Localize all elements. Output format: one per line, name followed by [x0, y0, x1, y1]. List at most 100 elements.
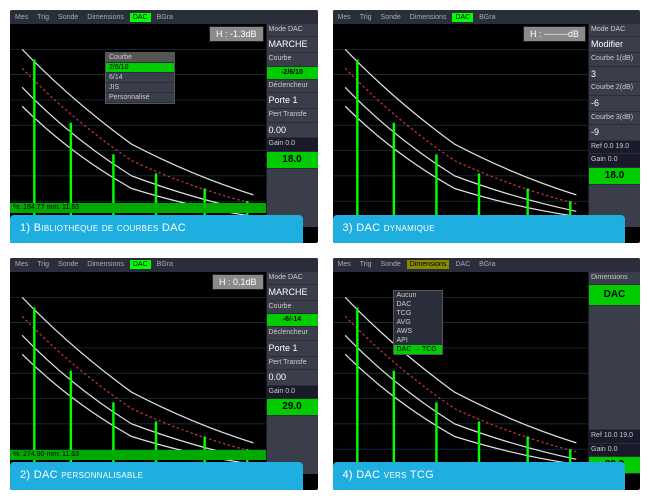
courbe-value[interactable]: -2/6/10: [267, 67, 318, 80]
pert-label: Pert Transfe: [267, 357, 318, 370]
caption-2: 2) DAC personnalisable: [10, 462, 303, 490]
dropdown-item-2[interactable]: TCG: [394, 309, 442, 318]
h-readout-2: H : 0.1dB: [212, 274, 264, 290]
menu-dac[interactable]: DAC: [452, 13, 473, 22]
caption-1: 1) Bibliothèque de courbes DAC: [10, 215, 303, 243]
c2-label: Courbe 2(dB): [589, 82, 640, 95]
menu-bgra[interactable]: BGra: [476, 13, 498, 22]
menu-bgra[interactable]: BGra: [154, 13, 176, 22]
graph-area-1: H : -1.3dB Courbe 2/6/10 6/14 JIS Person…: [10, 24, 266, 227]
mode-value[interactable]: Modifier: [589, 37, 640, 53]
dim-value[interactable]: DAC: [589, 285, 640, 306]
menubar[interactable]: Mes Trig Sonde Dimensions DAC BGra: [10, 258, 318, 272]
dropdown-item-0[interactable]: Aucun: [394, 291, 442, 300]
lib-header: Courbe: [106, 53, 174, 63]
dim-label: Dimensions: [589, 272, 640, 285]
dac-curves-chart: [333, 24, 589, 227]
porte-value[interactable]: Porte 1: [267, 93, 318, 109]
menu-trig[interactable]: Trig: [357, 13, 375, 22]
menubar[interactable]: Mes Trig Sonde Dimensions DAC BGra: [10, 10, 318, 24]
menu-mes[interactable]: Mes: [335, 13, 354, 22]
footer-bar-2: %: 274.90 mm: 11.63: [10, 450, 266, 460]
menu-dimensions[interactable]: Dimensions: [407, 260, 450, 269]
mode-label: Mode DAC: [267, 24, 318, 37]
menu-dimensions[interactable]: Dimensions: [84, 260, 127, 269]
dimensions-dropdown[interactable]: AucunDACTCGAVGAWSAPIDAC → TCG: [393, 290, 443, 355]
declencheur-label: Déclencheur: [267, 327, 318, 340]
declencheur-label: Déclencheur: [267, 80, 318, 93]
menu-sonde[interactable]: Sonde: [378, 13, 404, 22]
gain-value[interactable]: 18.0: [267, 152, 318, 169]
menu-dimensions[interactable]: Dimensions: [407, 13, 450, 22]
panel-4: Mes Trig Sonde Dimensions DAC BGra Aucun…: [333, 258, 641, 491]
h-readout-1: H : -1.3dB: [209, 26, 264, 42]
c1-label: Courbe 1(dB): [589, 53, 640, 66]
menu-dimensions[interactable]: Dimensions: [84, 13, 127, 22]
dropdown-item-6[interactable]: DAC → TCG: [394, 345, 442, 354]
menu-trig[interactable]: Trig: [34, 13, 52, 22]
graph-area-2: H : 0.1dB: [10, 272, 266, 475]
gain-label: Gain 0.0: [267, 386, 318, 399]
dropdown-item-3[interactable]: AVG: [394, 318, 442, 327]
dropdown-item-4[interactable]: AWS: [394, 327, 442, 336]
panel-3: Mes Trig Sonde Dimensions DAC BGra H : -…: [333, 10, 641, 243]
ref-label: Ref 0.0 19.0: [589, 141, 640, 154]
c3-label: Courbe 3(dB): [589, 112, 640, 125]
lib-item-0[interactable]: 2/6/10: [106, 63, 174, 73]
menu-mes[interactable]: Mes: [335, 260, 354, 269]
mode-value[interactable]: MARCHE: [267, 37, 318, 53]
dac-curves-chart: [10, 272, 266, 475]
c2-value[interactable]: -6: [589, 96, 640, 112]
graph-area-4: AucunDACTCGAVGAWSAPIDAC → TCG: [333, 272, 589, 475]
menu-dac[interactable]: DAC: [130, 13, 151, 22]
h-readout-3: H : --------dB: [523, 26, 586, 42]
menu-trig[interactable]: Trig: [34, 260, 52, 269]
c3-value[interactable]: -9: [589, 125, 640, 141]
courbe-value[interactable]: -6/-14: [267, 314, 318, 327]
pert-label: Pert Transfe: [267, 109, 318, 122]
side-panel-2: Mode DAC MARCHE Courbe -6/-14 Déclencheu…: [266, 272, 318, 475]
menu-sonde[interactable]: Sonde: [55, 13, 81, 22]
gain-value[interactable]: 29.0: [267, 399, 318, 416]
footer-bar-1: %: 184.77 mm: 11.63: [10, 203, 266, 213]
gain-label: Gain 0.0: [589, 154, 640, 167]
c1-value[interactable]: 3: [589, 67, 640, 83]
ref-label: Ref 10.0 19.0: [589, 430, 640, 443]
mode-label: Mode DAC: [267, 272, 318, 285]
courbe-label: Courbe: [267, 53, 318, 66]
dac-curves-chart: [333, 272, 589, 475]
menu-bgra[interactable]: BGra: [154, 260, 176, 269]
menubar[interactable]: Mes Trig Sonde Dimensions DAC BGra: [333, 258, 641, 272]
mode-value[interactable]: MARCHE: [267, 285, 318, 301]
menu-sonde[interactable]: Sonde: [55, 260, 81, 269]
dropdown-item-1[interactable]: DAC: [394, 300, 442, 309]
pert-value[interactable]: 0.00: [267, 123, 318, 139]
panel-1: Mes Trig Sonde Dimensions DAC BGra H : -…: [10, 10, 318, 243]
menu-sonde[interactable]: Sonde: [378, 260, 404, 269]
menu-trig[interactable]: Trig: [357, 260, 375, 269]
menu-bgra[interactable]: BGra: [476, 260, 498, 269]
graph-area-3: H : --------dB: [333, 24, 589, 227]
menu-dac[interactable]: DAC: [130, 260, 151, 269]
menu-mes[interactable]: Mes: [12, 260, 31, 269]
gain-value[interactable]: 18.0: [589, 168, 640, 185]
menubar[interactable]: Mes Trig Sonde Dimensions DAC BGra: [333, 10, 641, 24]
side-panel-1: Mode DAC MARCHE Courbe -2/6/10 Déclenche…: [266, 24, 318, 227]
pert-value[interactable]: 0.00: [267, 370, 318, 386]
curve-library-popup[interactable]: Courbe 2/6/10 6/14 JIS Personnalisé: [105, 52, 175, 104]
dropdown-item-5[interactable]: API: [394, 336, 442, 345]
gain-label: Gain 0.0: [267, 138, 318, 151]
screenshot-grid: Mes Trig Sonde Dimensions DAC BGra H : -…: [10, 10, 640, 490]
mode-label: Mode DAC: [589, 24, 640, 37]
gain-label: Gain 0.0: [589, 444, 640, 457]
lib-item-1[interactable]: 6/14: [106, 73, 174, 83]
lib-item-2[interactable]: JIS: [106, 83, 174, 93]
menu-mes[interactable]: Mes: [12, 13, 31, 22]
side-panel-4: Dimensions DAC Ref 10.0 19.0 Gain 0.0 29…: [588, 272, 640, 475]
panel-2: Mes Trig Sonde Dimensions DAC BGra H : 0…: [10, 258, 318, 491]
side-spacer: [589, 306, 640, 430]
lib-item-3[interactable]: Personnalisé: [106, 93, 174, 103]
porte-value[interactable]: Porte 1: [267, 341, 318, 357]
menu-dac[interactable]: DAC: [452, 260, 473, 269]
side-panel-3: Mode DAC Modifier Courbe 1(dB) 3 Courbe …: [588, 24, 640, 227]
